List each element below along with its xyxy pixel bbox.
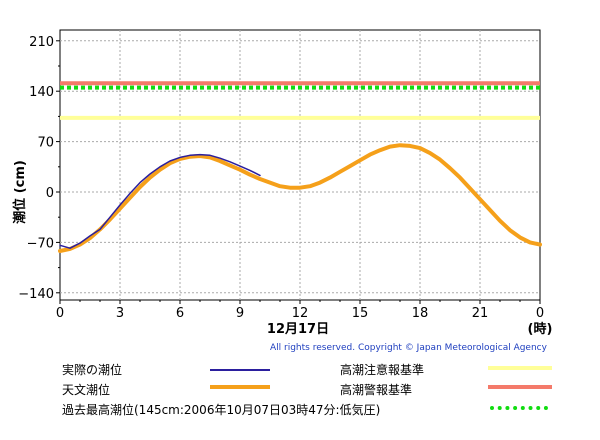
- y-tick-label: 70: [37, 136, 54, 151]
- y-tick-label: −70: [27, 236, 54, 251]
- x-tick-label: 6: [176, 306, 184, 321]
- series-line: [58, 143, 542, 253]
- x-tick-label: 21: [472, 306, 489, 321]
- x-tick-label: 0: [56, 306, 64, 321]
- x-tick-label: 3: [116, 306, 124, 321]
- x-date-label: 12月17日: [267, 322, 329, 337]
- x-tick-label: 12: [292, 306, 309, 321]
- y-tick-label: 210: [29, 35, 54, 50]
- legend-label-astronomical: 天文潮位: [62, 383, 111, 397]
- legend-swatch-warning: [488, 385, 552, 389]
- y-tick-label: 140: [29, 85, 54, 100]
- legend-label-record: 過去最高潮位(145cm:2006年10月07日03時47分:低気圧): [62, 403, 381, 417]
- x-tick-label: 18: [412, 306, 429, 321]
- legend-label-advisory: 高潮注意報基準: [340, 363, 425, 377]
- legend-swatch-record: [490, 406, 548, 410]
- copyright-notice: All rights reserved. Copyright © Japan M…: [270, 343, 547, 353]
- legend-swatch-actual: [210, 369, 270, 371]
- y-axis-label: 潮位 (cm): [12, 160, 28, 224]
- y-tick-label: −140: [18, 287, 54, 302]
- x-tick-label: 9: [236, 306, 244, 321]
- legend-label-warning: 高潮警報基準: [340, 383, 413, 397]
- x-tick-label: 15: [352, 306, 369, 321]
- x-unit-label: (時): [528, 321, 553, 337]
- legend-label-actual: 実際の潮位: [62, 363, 123, 377]
- series-line: [59, 153, 261, 249]
- legend-swatch-astronomical: [210, 385, 270, 389]
- x-tick-label: 0: [536, 306, 544, 321]
- legend-swatch-advisory: [488, 366, 552, 370]
- y-tick-label: 0: [46, 186, 54, 201]
